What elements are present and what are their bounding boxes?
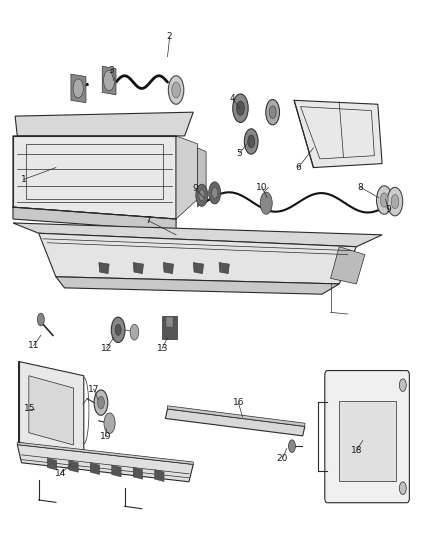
Text: 7: 7 [145,216,151,225]
Circle shape [289,440,295,453]
Circle shape [266,100,279,125]
Polygon shape [56,277,339,294]
Circle shape [199,190,205,201]
Circle shape [269,106,276,118]
Polygon shape [193,263,204,273]
Polygon shape [13,223,382,247]
Text: 1: 1 [21,175,27,184]
FancyBboxPatch shape [325,370,410,503]
Circle shape [168,76,184,104]
Circle shape [172,82,180,98]
Circle shape [248,135,254,148]
Text: 10: 10 [256,183,268,192]
Text: 14: 14 [54,470,66,478]
Text: 19: 19 [99,432,111,441]
Polygon shape [69,461,78,472]
Polygon shape [17,442,193,464]
Polygon shape [198,148,206,207]
Polygon shape [167,406,305,426]
Polygon shape [99,263,109,273]
Polygon shape [219,263,230,273]
Circle shape [94,390,108,415]
Text: 2: 2 [167,33,173,42]
Bar [339,401,396,481]
Polygon shape [13,136,176,219]
Circle shape [104,413,115,433]
Circle shape [103,70,115,91]
Polygon shape [331,247,365,284]
Polygon shape [102,66,116,95]
Circle shape [130,324,139,340]
Text: 8: 8 [358,183,364,192]
Circle shape [399,379,406,391]
Text: 18: 18 [350,446,362,455]
Text: 3: 3 [108,66,114,75]
Text: 12: 12 [101,343,112,352]
Circle shape [98,397,104,409]
Polygon shape [162,316,177,340]
Circle shape [391,195,399,209]
Text: 16: 16 [233,398,244,407]
Polygon shape [90,463,100,474]
Circle shape [233,94,248,123]
Circle shape [244,129,258,154]
Circle shape [377,186,392,214]
Polygon shape [71,74,86,103]
Circle shape [37,313,44,326]
Text: 15: 15 [24,405,35,414]
Polygon shape [17,445,193,482]
Circle shape [208,182,221,204]
Polygon shape [155,470,164,481]
Circle shape [399,482,406,495]
Text: 11: 11 [28,341,39,350]
Circle shape [237,101,244,115]
Polygon shape [166,317,173,327]
Circle shape [387,188,403,216]
Circle shape [73,79,83,98]
Polygon shape [15,112,193,136]
Polygon shape [133,263,144,273]
Polygon shape [112,465,121,477]
Text: 13: 13 [157,343,168,352]
Text: 20: 20 [277,454,288,463]
Circle shape [380,193,388,207]
Polygon shape [294,100,382,167]
Polygon shape [13,207,176,231]
Circle shape [260,192,272,214]
Polygon shape [47,458,57,470]
Text: 9: 9 [386,205,392,214]
Text: 5: 5 [237,149,243,158]
Polygon shape [166,409,305,436]
Polygon shape [163,263,173,273]
Text: 9: 9 [193,184,198,193]
Circle shape [111,317,125,343]
Polygon shape [18,361,84,456]
Circle shape [212,188,218,198]
Polygon shape [39,233,357,284]
Circle shape [196,184,208,206]
Polygon shape [176,136,198,219]
Polygon shape [133,467,143,479]
Text: 4: 4 [230,94,236,103]
Polygon shape [29,376,74,445]
Text: 6: 6 [296,163,301,172]
Circle shape [115,324,121,335]
Text: 17: 17 [88,385,99,394]
